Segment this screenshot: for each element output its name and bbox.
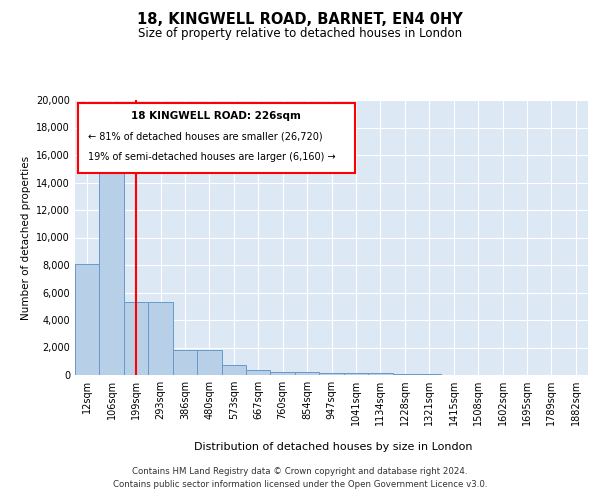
Bar xyxy=(100,148,124,375)
Bar xyxy=(319,372,344,375)
Bar xyxy=(271,372,295,375)
Bar xyxy=(417,374,442,375)
Text: Distribution of detached houses by size in London: Distribution of detached houses by size … xyxy=(194,442,472,452)
Y-axis label: Number of detached properties: Number of detached properties xyxy=(21,156,31,320)
Text: 18, KINGWELL ROAD, BARNET, EN4 0HY: 18, KINGWELL ROAD, BARNET, EN4 0HY xyxy=(137,12,463,28)
Text: Contains public sector information licensed under the Open Government Licence v3: Contains public sector information licen… xyxy=(113,480,487,489)
Bar xyxy=(197,350,221,375)
Bar xyxy=(392,374,417,375)
Bar xyxy=(295,372,319,375)
Bar xyxy=(344,373,368,375)
Text: 19% of semi-detached houses are larger (6,160) →: 19% of semi-detached houses are larger (… xyxy=(88,152,335,162)
Text: Contains HM Land Registry data © Crown copyright and database right 2024.: Contains HM Land Registry data © Crown c… xyxy=(132,467,468,476)
Bar xyxy=(221,366,246,375)
Bar xyxy=(148,302,173,375)
Bar xyxy=(246,370,271,375)
Text: Size of property relative to detached houses in London: Size of property relative to detached ho… xyxy=(138,28,462,40)
Bar xyxy=(124,302,148,375)
Text: 18 KINGWELL ROAD: 226sqm: 18 KINGWELL ROAD: 226sqm xyxy=(131,111,301,121)
FancyBboxPatch shape xyxy=(77,103,355,173)
Text: ← 81% of detached houses are smaller (26,720): ← 81% of detached houses are smaller (26… xyxy=(88,132,322,141)
Bar xyxy=(173,350,197,375)
Bar xyxy=(368,373,392,375)
Bar xyxy=(75,264,100,375)
